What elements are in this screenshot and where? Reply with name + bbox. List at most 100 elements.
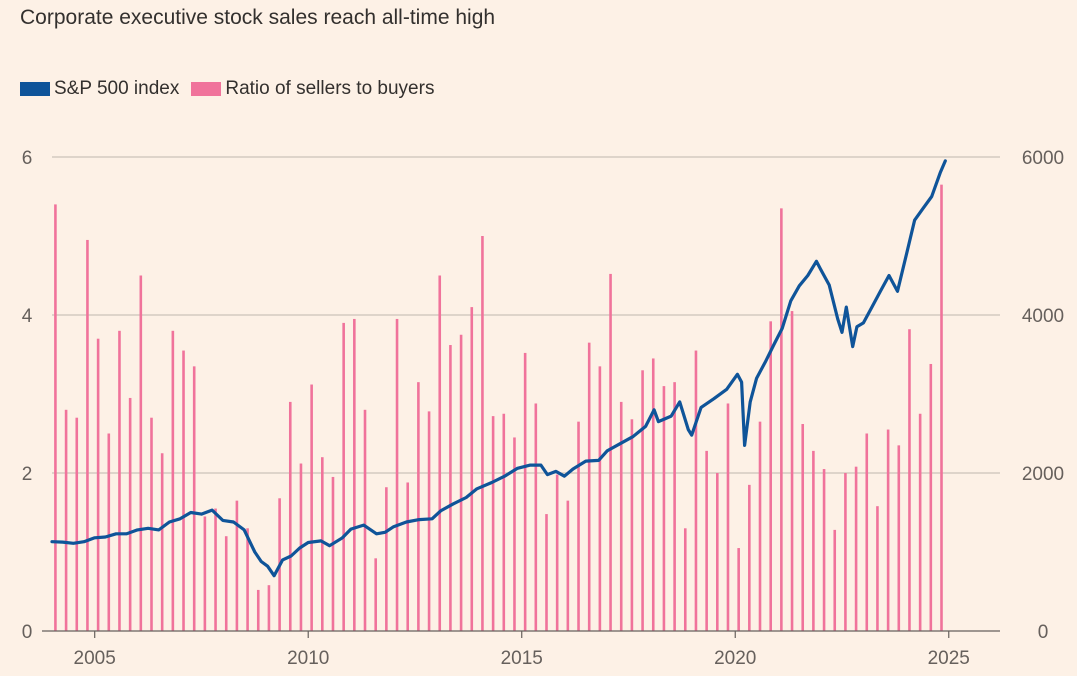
ratio-bar (619, 401, 623, 631)
ratio-bar (555, 474, 559, 631)
ratio-bar (406, 482, 410, 631)
ratio-bar (737, 548, 740, 631)
y-right-tick-label: 4000 (1022, 306, 1064, 327)
ratio-bar (150, 417, 153, 631)
ratio-bar (908, 329, 911, 631)
legend-label-sp500: S&P 500 index (54, 78, 180, 99)
ratio-bar (331, 476, 335, 631)
ratio-bar (716, 473, 719, 631)
ratio-bar (288, 401, 292, 631)
x-tick-label: 2020 (714, 648, 756, 669)
ratio-bar (609, 273, 612, 631)
legend: S&P 500 index Ratio of sellers to buyers (20, 78, 446, 100)
ratio-bar (854, 466, 858, 631)
x-tick-label: 2015 (501, 648, 543, 669)
ratio-bar (363, 409, 367, 631)
x-tick-label: 2005 (74, 648, 116, 669)
ratio-bar (673, 382, 676, 631)
ratio-bar (321, 457, 324, 631)
y-right-tick-label: 0 (1038, 622, 1049, 643)
ratio-bar (192, 366, 196, 631)
ratio-bar (833, 529, 837, 631)
ratio-bar (374, 558, 377, 631)
axes: 0 2 4 6 0 2000 4000 6000 2005 2010 2015 2020 2025 (22, 148, 1064, 669)
x-tick-label: 2010 (287, 648, 329, 669)
ratio-bar (171, 330, 175, 631)
ratio-bar (769, 321, 772, 631)
line-series (50, 159, 947, 578)
bars (54, 184, 943, 631)
ratio-bar (587, 342, 591, 631)
legend-label-ratio: Ratio of sellers to buyers (225, 78, 435, 99)
y-right-tick-label: 2000 (1022, 464, 1064, 485)
ratio-bar (662, 386, 666, 631)
ratio-bar (876, 506, 879, 631)
y-left-tick-label: 0 (22, 622, 33, 643)
ratio-bar (844, 473, 847, 631)
y-left-tick-label: 4 (22, 306, 33, 327)
ratio-bar (694, 350, 698, 631)
ratio-bar (160, 453, 164, 631)
ratio-bar (267, 585, 271, 631)
ratio-bar (705, 450, 708, 631)
y-left-tick-label: 2 (22, 464, 33, 485)
y-left-tick-label: 6 (22, 148, 33, 169)
ratio-bar (812, 450, 815, 631)
ratio-bar (929, 363, 933, 631)
ratio-bar (107, 433, 111, 631)
ratio-bar (459, 334, 463, 631)
ratio-bar (182, 350, 185, 631)
ratio-bar (940, 184, 943, 631)
ratio-bar (534, 403, 538, 631)
ratio-bar (75, 417, 79, 631)
ratio-bar (918, 413, 922, 631)
ratio-bar (822, 469, 826, 631)
ratio-bar (523, 352, 527, 631)
ratio-bar (427, 411, 431, 631)
ratio-bar (481, 236, 484, 631)
ratio-bar (641, 370, 644, 631)
ratio-bar (438, 275, 442, 631)
ratio-bar (502, 413, 506, 631)
chart-title: Corporate executive stock sales reach al… (20, 6, 496, 29)
ratio-bar (577, 421, 580, 631)
ratio-bar (598, 366, 602, 631)
ratio-bar (790, 311, 794, 631)
ratio-bar (118, 330, 121, 631)
ratio-bar (886, 429, 890, 631)
ratio-bar (865, 433, 869, 631)
ratio-bar (801, 424, 805, 631)
ratio-bar (385, 487, 388, 631)
ratio-bar (513, 437, 516, 631)
ratio-bar (54, 204, 57, 631)
ratio-bar (246, 528, 249, 631)
ratio-bar (395, 318, 399, 631)
ratio-bar (224, 536, 228, 631)
ratio-bar (683, 528, 687, 631)
ratio-bar (235, 500, 239, 631)
ratio-bar (64, 409, 68, 631)
ratio-bar (96, 338, 100, 631)
y-right-tick-label: 6000 (1022, 148, 1064, 169)
ratio-bar (139, 275, 143, 631)
legend-swatch-ratio (191, 82, 222, 96)
ratio-bar (353, 318, 356, 631)
ratio-bar (897, 445, 901, 631)
ratio-bar (449, 345, 452, 631)
legend-swatch-sp500 (20, 82, 50, 96)
ratio-bar (417, 382, 420, 631)
ratio-bar (256, 589, 260, 631)
legend-item-sp500: S&P 500 index (20, 78, 179, 100)
ratio-bar (203, 516, 207, 631)
ratio-bar (651, 358, 655, 631)
ratio-bar (545, 514, 548, 631)
ratio-bar (491, 416, 495, 631)
ratio-bar (780, 208, 783, 631)
ratio-bar (310, 384, 313, 631)
ratio-bar (214, 508, 217, 631)
ratio-bar (86, 239, 89, 631)
ratio-bar (342, 322, 345, 631)
ratio-bar (470, 307, 474, 631)
ratio-bar (566, 500, 570, 631)
